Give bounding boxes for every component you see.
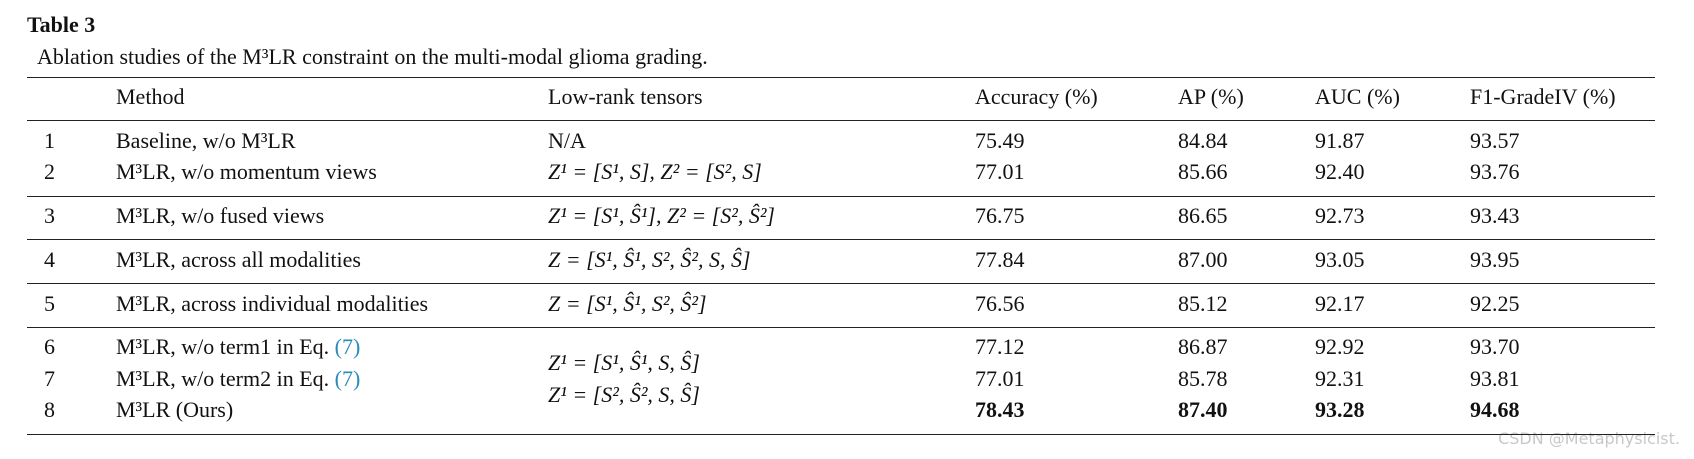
- rule: [27, 77, 1655, 78]
- row-number: 7: [44, 366, 55, 391]
- metric-f1: 92.25: [1470, 291, 1520, 316]
- metric-accuracy: 76.56: [975, 291, 1025, 316]
- method-cell: M³LR, w/o fused views: [116, 203, 324, 229]
- metric-f1: 93.81: [1470, 366, 1520, 391]
- shared-tensors: Z¹ = [S¹, Ŝ¹, S, Ŝ]: [548, 350, 700, 375]
- row-number: 8: [44, 397, 55, 422]
- metric-ap: 85.78: [1178, 366, 1228, 391]
- method: M³LR (Ours): [116, 397, 234, 422]
- metric-accuracy: 75.49: [975, 128, 1025, 153]
- metric-ap: 87.40: [1178, 397, 1228, 422]
- metric-auc: 91.87: [1315, 128, 1365, 153]
- rule: [27, 283, 1655, 284]
- rule: [27, 434, 1655, 435]
- metric-f1: 93.95: [1470, 247, 1520, 272]
- metric-ap: 85.66: [1178, 159, 1228, 184]
- metric-auc: 92.73: [1315, 203, 1365, 228]
- metric-accuracy: 76.75: [975, 203, 1025, 228]
- method-cell: M³LR (Ours): [116, 397, 233, 423]
- shared-tensors: Z¹ = [S², Ŝ², S, Ŝ]: [548, 382, 700, 407]
- row-number: 5: [44, 291, 55, 316]
- equation-ref[interactable]: (7): [334, 334, 361, 359]
- table-label: Table 3: [27, 12, 96, 37]
- metric-auc: 92.17: [1315, 291, 1365, 316]
- metric-accuracy: 77.12: [975, 334, 1025, 359]
- equation-ref[interactable]: (7): [334, 366, 361, 391]
- column-header: Accuracy (%): [975, 84, 1098, 109]
- method-cell: Baseline, w/o M³LR: [116, 128, 296, 154]
- low-rank-tensors: Z¹ = [S¹, S], Z² = [S², S]: [548, 159, 762, 184]
- method-cell: M³LR, w/o term2 in Eq. (7): [116, 366, 360, 392]
- method-cell: M³LR, w/o momentum views: [116, 159, 377, 185]
- column-header: AP (%): [1178, 84, 1244, 109]
- method-cell: M³LR, across individual modalities: [116, 291, 428, 317]
- metric-ap: 84.84: [1178, 128, 1228, 153]
- metric-accuracy: 77.01: [975, 159, 1025, 184]
- column-header: Low-rank tensors: [548, 84, 703, 109]
- low-rank-tensors: Z¹ = [S¹, Ŝ¹], Z² = [S², Ŝ²]: [548, 203, 775, 228]
- low-rank-tensors: Z = [S¹, Ŝ¹, S², Ŝ², S, Ŝ]: [548, 247, 751, 272]
- metric-f1: 93.57: [1470, 128, 1520, 153]
- metric-ap: 86.65: [1178, 203, 1228, 228]
- metric-ap: 85.12: [1178, 291, 1228, 316]
- metric-f1: 93.43: [1470, 203, 1520, 228]
- method-cell: M³LR, across all modalities: [116, 247, 361, 273]
- method: M³LR, across individual modalities: [116, 291, 429, 316]
- column-header: AUC (%): [1315, 84, 1400, 109]
- method: M³LR, w/o term2 in Eq.: [116, 366, 330, 391]
- row-number: 1: [44, 128, 55, 153]
- column-header: Method: [116, 84, 185, 109]
- low-rank-tensors: Z = [S¹, Ŝ¹, S², Ŝ²]: [548, 291, 707, 316]
- metric-ap: 86.87: [1178, 334, 1228, 359]
- low-rank-tensors: N/A: [548, 128, 586, 153]
- metric-auc: 92.31: [1315, 366, 1365, 391]
- rule: [27, 239, 1655, 240]
- rule: [27, 196, 1655, 197]
- method: M³LR, w/o term1 in Eq.: [116, 334, 330, 359]
- metric-accuracy: 78.43: [975, 397, 1025, 422]
- metric-f1: 93.76: [1470, 159, 1520, 184]
- method: M³LR, w/o fused views: [116, 203, 325, 228]
- method: M³LR, w/o momentum views: [116, 159, 377, 184]
- method: Baseline, w/o M³LR: [116, 128, 296, 153]
- column-header: F1-GradeIV (%): [1470, 84, 1616, 109]
- metric-auc: 93.05: [1315, 247, 1365, 272]
- metric-ap: 87.00: [1178, 247, 1228, 272]
- method: M³LR, across all modalities: [116, 247, 361, 272]
- row-number: 2: [44, 159, 55, 184]
- row-number: 6: [44, 334, 55, 359]
- metric-accuracy: 77.84: [975, 247, 1025, 272]
- metric-accuracy: 77.01: [975, 366, 1025, 391]
- row-number: 4: [44, 247, 55, 272]
- metric-f1: 94.68: [1470, 397, 1520, 422]
- rule: [27, 327, 1655, 328]
- watermark: CSDN @Metaphysicist.: [1498, 429, 1680, 448]
- rule: [27, 120, 1655, 121]
- metric-auc: 92.92: [1315, 334, 1365, 359]
- method-cell: M³LR, w/o term1 in Eq. (7): [116, 334, 360, 360]
- table-caption: Ablation studies of the M³LR constraint …: [37, 44, 708, 69]
- metric-auc: 92.40: [1315, 159, 1365, 184]
- metric-auc: 93.28: [1315, 397, 1365, 422]
- row-number: 3: [44, 203, 55, 228]
- metric-f1: 93.70: [1470, 334, 1520, 359]
